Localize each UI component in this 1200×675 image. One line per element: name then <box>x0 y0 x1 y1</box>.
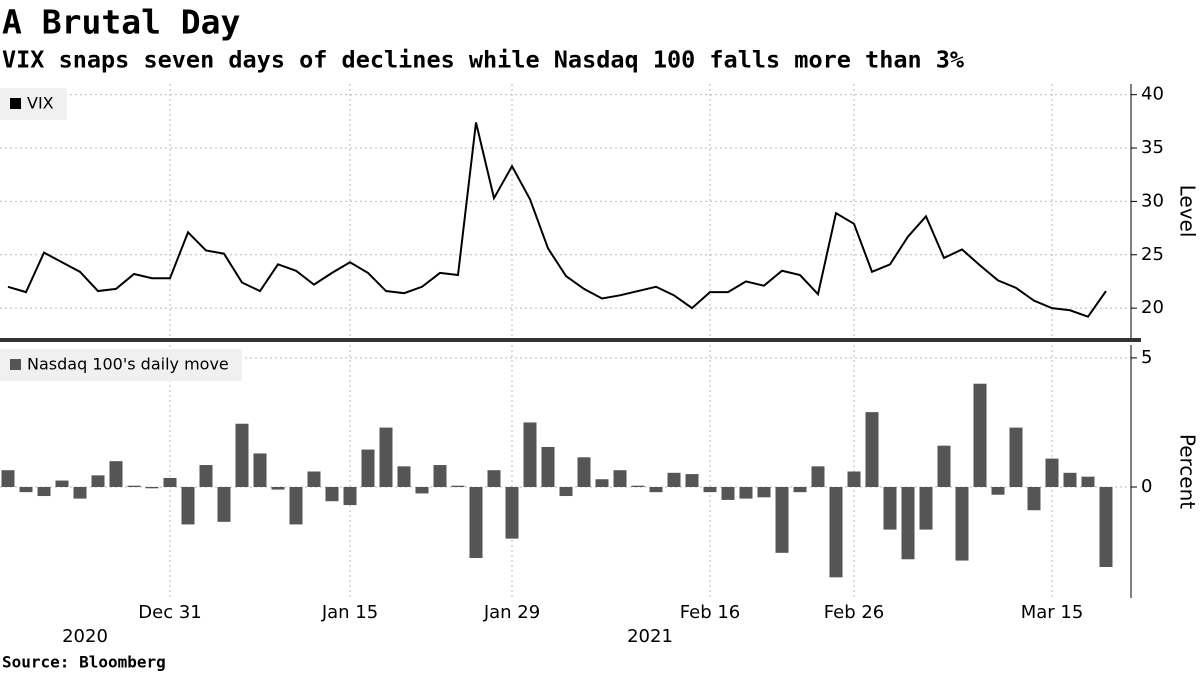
bar <box>37 486 51 497</box>
bar <box>631 485 645 487</box>
bar <box>163 477 177 487</box>
bar <box>613 470 627 487</box>
bar <box>325 486 339 502</box>
y-tick-label: 35 <box>1141 137 1164 158</box>
bar <box>379 427 393 487</box>
bar <box>343 486 357 506</box>
x-tick-label: Jan 15 <box>321 602 378 623</box>
y-tick-label: 0 <box>1141 476 1152 497</box>
bar <box>919 486 933 530</box>
bar <box>649 486 663 493</box>
bar <box>991 486 1005 495</box>
legend-label: VIX <box>27 94 54 113</box>
bar <box>955 486 969 561</box>
bar <box>847 471 861 487</box>
x-tick-label: Mar 15 <box>1021 602 1084 623</box>
bar <box>1081 476 1095 487</box>
bar <box>685 474 699 487</box>
x-tick-label: Jan 29 <box>483 602 540 623</box>
bar <box>451 485 465 487</box>
bar <box>361 449 375 487</box>
legend-box <box>0 349 242 381</box>
legend-swatch <box>10 98 21 109</box>
bar <box>1027 486 1041 511</box>
bar <box>415 486 429 494</box>
bar <box>1063 472 1077 487</box>
y-tick-label: 25 <box>1141 244 1164 265</box>
bar <box>937 445 951 487</box>
bar <box>235 423 249 487</box>
bar <box>757 486 771 498</box>
bar <box>19 486 33 493</box>
y-tick-label: 5 <box>1141 347 1152 368</box>
bar <box>703 486 717 493</box>
bar <box>505 486 519 539</box>
bar <box>433 465 447 487</box>
bar <box>289 486 303 525</box>
bar <box>973 383 987 487</box>
bar <box>253 453 267 487</box>
bar <box>721 486 735 500</box>
bar <box>901 486 915 560</box>
bar <box>145 486 159 489</box>
bar <box>667 472 681 487</box>
bar <box>739 486 753 499</box>
x-year-label: 2020 <box>62 626 108 647</box>
bar <box>109 461 123 487</box>
bar <box>127 485 141 487</box>
bar <box>541 446 555 487</box>
x-tick-label: Dec 31 <box>138 602 201 623</box>
bar <box>307 471 321 487</box>
bar <box>1099 486 1113 568</box>
bar <box>469 486 483 558</box>
bar <box>181 486 195 525</box>
y-tick-label: 20 <box>1141 297 1164 318</box>
chart-subtitle: VIX snaps seven days of declines while N… <box>2 46 964 74</box>
bar <box>73 486 87 499</box>
y-tick-label: 30 <box>1141 190 1164 211</box>
bar <box>829 486 843 578</box>
bar <box>1045 458 1059 487</box>
bar <box>883 486 897 530</box>
bar <box>487 470 501 487</box>
x-tick-label: Feb 26 <box>824 602 885 623</box>
bar <box>865 412 879 487</box>
source: Source: Bloomberg <box>2 653 166 672</box>
legend-swatch <box>10 359 21 370</box>
bar <box>793 486 807 493</box>
vix-line <box>7 122 1107 318</box>
bar <box>55 480 69 487</box>
x-year-label: 2021 <box>627 626 673 647</box>
bar <box>217 486 231 522</box>
bar <box>811 466 825 487</box>
bar <box>271 486 285 490</box>
bar <box>523 422 537 487</box>
bar <box>91 475 105 487</box>
bar <box>595 479 609 487</box>
panel-separator <box>0 338 1141 342</box>
bar <box>199 465 213 487</box>
y-tick-label: 40 <box>1141 84 1164 105</box>
chart-title: A Brutal Day <box>2 3 240 42</box>
bar <box>1 470 15 487</box>
y-axis-label: Level <box>1176 185 1200 238</box>
bar <box>775 486 789 553</box>
legend-label: Nasdaq 100's daily move <box>27 355 229 374</box>
x-tick-label: Feb 16 <box>680 602 741 623</box>
bar <box>577 457 591 487</box>
bar <box>1009 427 1023 487</box>
bar <box>397 466 411 487</box>
y-axis-label: Percent <box>1176 434 1200 509</box>
bar <box>559 486 573 497</box>
